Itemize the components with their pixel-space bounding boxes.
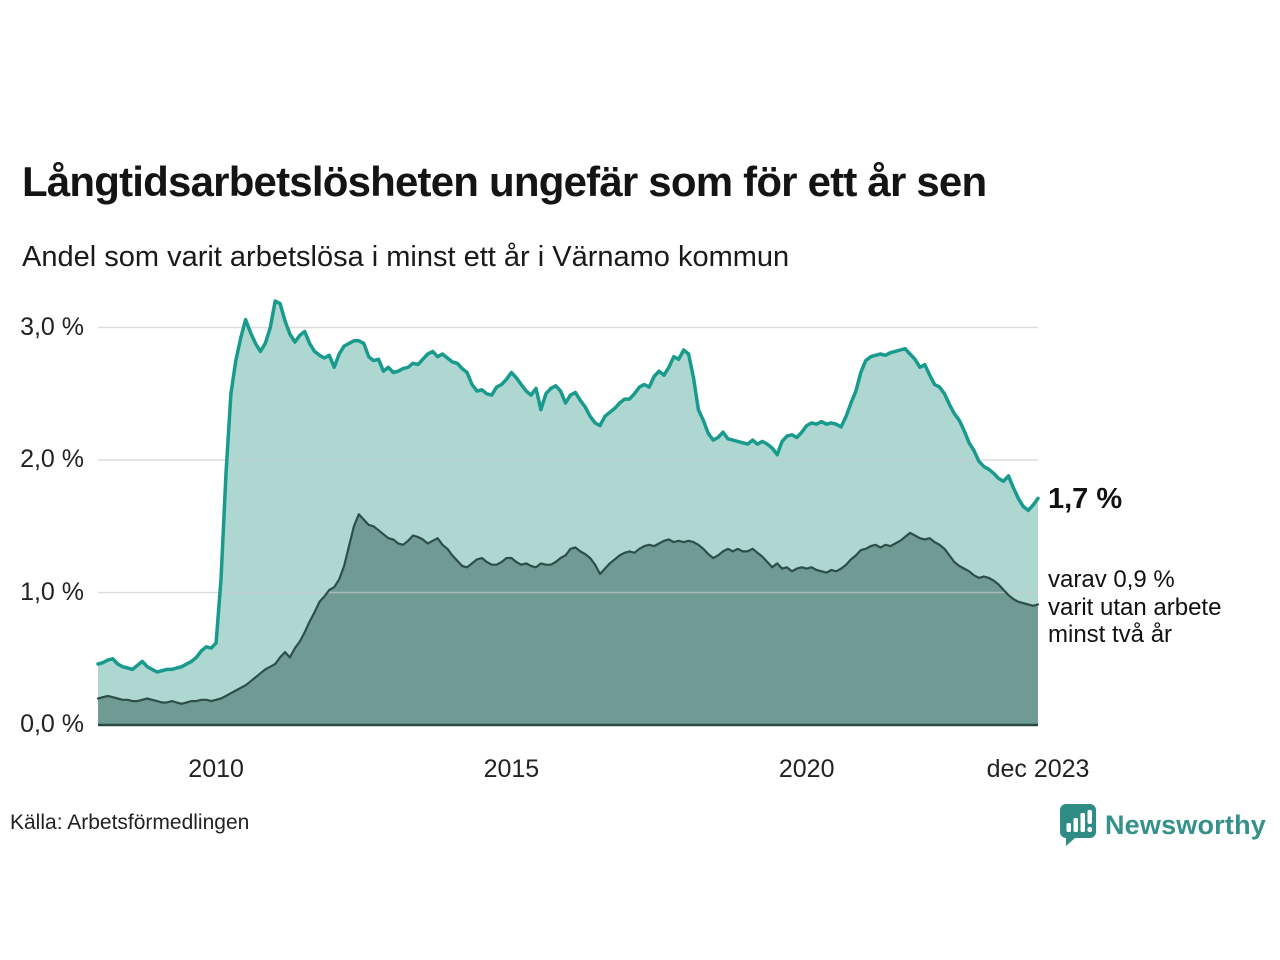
x-axis-tick-2010: 2010	[188, 755, 244, 783]
y-axis-tick-0: 0,0 %	[20, 710, 84, 738]
page-subtitle: Andel som varit arbetslösa i minst ett å…	[22, 241, 790, 274]
latest-value-annotation: 1,7 %	[1048, 483, 1123, 515]
line-total-one-year	[96, 299, 1040, 674]
y-axis-tick-2: 2,0 %	[20, 445, 84, 473]
newsworthy-wordmark: Newsworthy	[1104, 809, 1266, 840]
source-attribution: Källa: Arbetsförmedlingen	[10, 811, 250, 834]
y-axis-tick-1: 1,0 %	[20, 577, 84, 606]
line-two-years	[96, 513, 1040, 705]
area-two-years	[98, 514, 1038, 725]
page-title: Långtidsarbetslösheten ungefär som för e…	[22, 158, 987, 206]
x-axis-tick-2015: 2015	[483, 755, 540, 783]
y-axis-tick-3: 3,0 %	[20, 312, 84, 341]
secondary-value-annotation: varav 0,9 % varit utan arbete minst två …	[1048, 566, 1222, 648]
x-axis-tick-dec-2023: dec 2023	[986, 755, 1090, 783]
newsworthy-badge-icon	[1059, 804, 1096, 846]
newsworthy-logo: Newsworthy	[1059, 802, 1266, 848]
x-axis-tick-2020: 2020	[778, 755, 835, 783]
